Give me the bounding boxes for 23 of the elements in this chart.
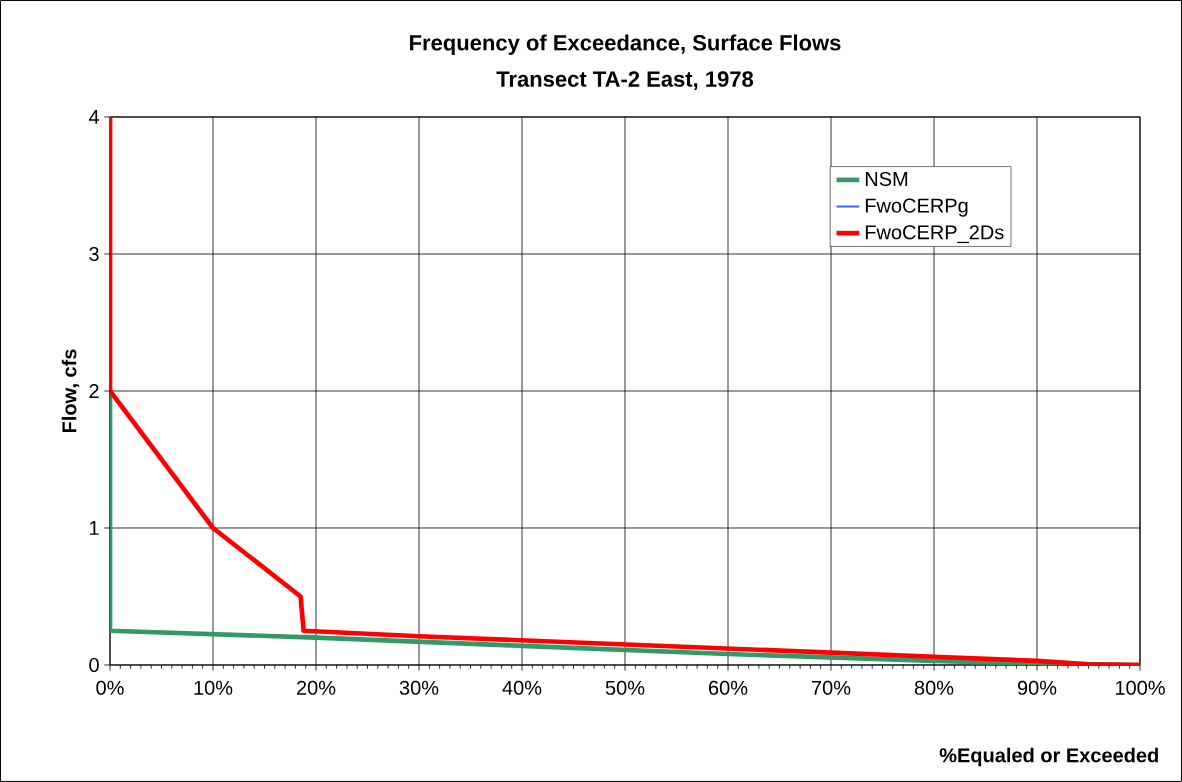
legend-label: FwoCERPg <box>865 198 968 217</box>
legend-label: FwoCERP_2Ds <box>865 225 1004 244</box>
y-tick-label: 2 <box>89 384 99 398</box>
y-tick-label: 1 <box>90 521 99 535</box>
chart-subtitle: Transect TA-2 East, 1978 <box>496 71 754 91</box>
x-tick-label: 80% <box>914 680 954 695</box>
x-tick-label: 100% <box>1115 680 1165 695</box>
x-tick-label: 90% <box>1017 680 1057 695</box>
x-axis-title: %Equaled or Exceeded <box>939 747 1158 767</box>
y-tick-label: 4 <box>88 110 100 124</box>
x-tick-label: 20% <box>297 680 336 695</box>
x-tick-label: 30% <box>399 680 439 695</box>
y-tick-label: 3 <box>89 246 99 262</box>
x-tick-label: 10% <box>194 680 233 695</box>
y-tick-label: 0 <box>89 657 99 673</box>
x-tick-label: 50% <box>605 680 645 695</box>
y-axis-title: Flow, cfs <box>61 349 80 433</box>
legend-label: NSM <box>865 171 908 187</box>
x-tick-label: 40% <box>502 680 542 695</box>
x-tick-label: 0% <box>96 680 124 695</box>
chart-title: Frequency of Exceedance, Surface Flows <box>410 34 841 55</box>
x-tick-label: 60% <box>709 680 748 695</box>
x-tick-label: 70% <box>812 680 851 695</box>
